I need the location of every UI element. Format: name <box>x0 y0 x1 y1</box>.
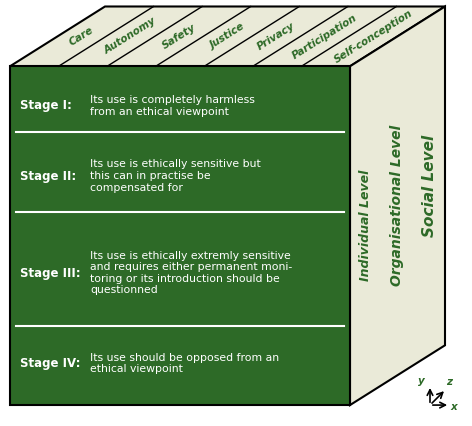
Text: Privacy: Privacy <box>255 21 297 52</box>
Text: Social Level: Social Level <box>421 135 437 237</box>
Text: y: y <box>418 376 424 386</box>
Polygon shape <box>10 6 445 66</box>
Text: Stage IV:: Stage IV: <box>20 357 81 370</box>
Text: Individual Level: Individual Level <box>359 170 372 282</box>
Text: Participation: Participation <box>290 12 359 60</box>
Text: Autonomy: Autonomy <box>102 16 158 57</box>
Text: Its use is completely harmless
from an ethical viewpoint: Its use is completely harmless from an e… <box>90 95 255 117</box>
Text: Stage III:: Stage III: <box>20 267 81 279</box>
Text: Stage I:: Stage I: <box>20 99 72 112</box>
Text: Its use is ethically sensitive but
this can in practise be
compensated for: Its use is ethically sensitive but this … <box>90 159 261 193</box>
Polygon shape <box>350 6 445 405</box>
Text: Organisational Level: Organisational Level <box>390 125 405 286</box>
Text: Safety: Safety <box>160 22 198 51</box>
Text: Care: Care <box>68 25 96 48</box>
Text: x: x <box>451 402 457 412</box>
Text: Justice: Justice <box>208 22 247 51</box>
Text: Its use is ethically extremly sensitive
and requires either permanent moni-
tori: Its use is ethically extremly sensitive … <box>90 250 292 296</box>
Text: z: z <box>446 377 452 387</box>
Text: Self-conception: Self-conception <box>332 8 414 65</box>
Text: Its use should be opposed from an
ethical viewpoint: Its use should be opposed from an ethica… <box>90 353 279 374</box>
Polygon shape <box>10 66 350 405</box>
Text: Stage II:: Stage II: <box>20 170 76 182</box>
